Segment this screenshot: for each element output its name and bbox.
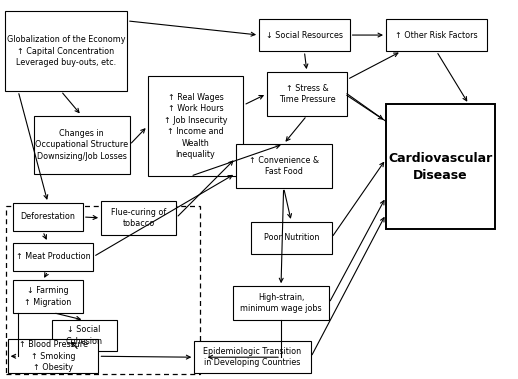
Bar: [101, 201, 176, 235]
Bar: [233, 286, 329, 320]
Text: ↑ Other Risk Factors: ↑ Other Risk Factors: [395, 31, 478, 39]
Text: ↑ Convenience &
Fast Food: ↑ Convenience & Fast Food: [249, 156, 319, 176]
Text: ↑ Blood Pressure
↑ Smoking
↑ Obesity: ↑ Blood Pressure ↑ Smoking ↑ Obesity: [19, 340, 88, 372]
Bar: [386, 19, 487, 51]
Bar: [5, 11, 127, 91]
Bar: [251, 222, 332, 254]
Bar: [267, 72, 347, 116]
Text: ↓ Social Resources: ↓ Social Resources: [266, 31, 343, 39]
Bar: [259, 19, 350, 51]
Text: Cardiovascular
Disease: Cardiovascular Disease: [388, 152, 493, 182]
Bar: [386, 104, 495, 229]
Bar: [13, 280, 83, 313]
Text: Deforestation: Deforestation: [21, 213, 75, 221]
Bar: [148, 76, 243, 176]
Text: Globalization of the Economy
↑ Capital Concentration
Leveraged buy-outs, etc.: Globalization of the Economy ↑ Capital C…: [7, 35, 125, 67]
Bar: [34, 116, 130, 174]
Bar: [194, 341, 311, 373]
Bar: [13, 243, 93, 271]
Text: ↓ Farming
↑ Migration: ↓ Farming ↑ Migration: [24, 287, 71, 307]
Text: ↑ Meat Production: ↑ Meat Production: [16, 252, 91, 261]
Text: Flue-curing of
tobacco: Flue-curing of tobacco: [111, 208, 166, 228]
Text: Changes in
Occupational Structure
Downsizing/Job Losses: Changes in Occupational Structure Downsi…: [35, 129, 128, 161]
Text: Poor Nutrition: Poor Nutrition: [264, 233, 319, 242]
Bar: [6, 206, 200, 374]
Bar: [236, 144, 332, 188]
Text: High-strain,
minimum wage jobs: High-strain, minimum wage jobs: [240, 293, 322, 313]
Text: ↓ Social
Cohesion: ↓ Social Cohesion: [66, 325, 103, 346]
Bar: [8, 339, 98, 373]
Bar: [13, 203, 83, 231]
Text: Epidemiologic Transition
in Developing Countries: Epidemiologic Transition in Developing C…: [204, 347, 301, 367]
Text: ↑ Real Wages
↑ Work Hours
↑ Job Insecurity
↑ Income and
Wealth
Inequality: ↑ Real Wages ↑ Work Hours ↑ Job Insecuri…: [164, 93, 227, 159]
Text: ↑ Stress &
Time Pressure: ↑ Stress & Time Pressure: [279, 84, 335, 104]
Bar: [52, 320, 117, 351]
